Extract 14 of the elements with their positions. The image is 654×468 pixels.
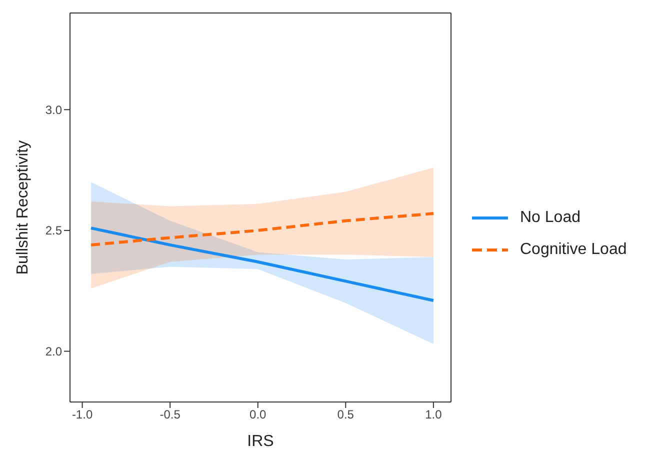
y-tick-label: 3.0 <box>45 102 62 117</box>
legend-label: Cognitive Load <box>520 241 627 259</box>
y-tick-label: 2.0 <box>45 344 62 359</box>
line-series <box>90 212 435 246</box>
line-series <box>90 226 435 302</box>
x-tick-label: 0.5 <box>337 408 354 422</box>
x-tick-label: 0.0 <box>250 408 267 422</box>
x-tick-label: -1.0 <box>72 408 93 422</box>
x-axis-title: IRS <box>247 433 274 450</box>
y-axis-title: Bullshit Receptivity <box>14 140 32 275</box>
x-tick-label: 1.0 <box>425 408 442 422</box>
x-tick-label: -0.5 <box>160 408 181 422</box>
legend-label: No Load <box>520 209 580 227</box>
y-tick-label: 2.5 <box>45 224 62 238</box>
